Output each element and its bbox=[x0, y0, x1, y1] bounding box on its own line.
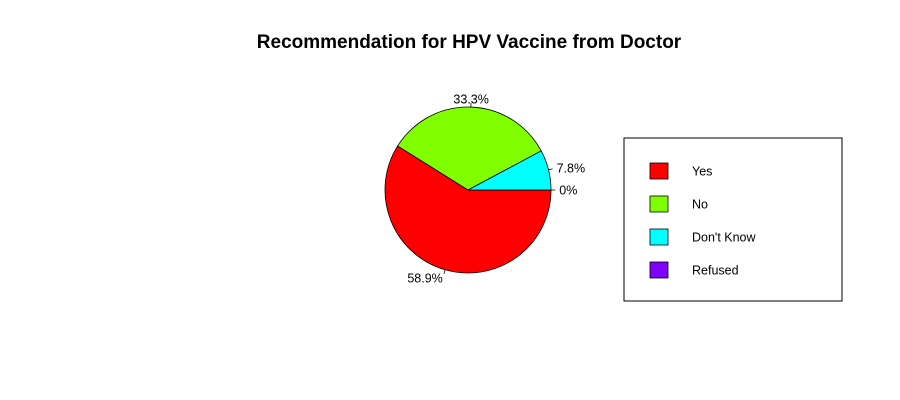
pie-tick-yes bbox=[443, 269, 446, 274]
legend-label-don-t-know: Don't Know bbox=[692, 231, 757, 245]
legend-swatch-no bbox=[649, 195, 669, 213]
legend-label-yes: Yes bbox=[692, 165, 712, 179]
pie-slices bbox=[384, 106, 552, 274]
legend-swatch-don-t-know bbox=[649, 228, 669, 246]
pie-labels: 58.9% 33.3% 7.8% 0% bbox=[407, 92, 585, 285]
pie-tick-don-t-know bbox=[548, 168, 553, 171]
pie-label-no: 33.3% bbox=[453, 92, 488, 106]
pie-label-refused: 0% bbox=[559, 184, 577, 198]
pie-label-yes: 58.9% bbox=[407, 271, 442, 285]
legend: Yes No Don't Know Refused bbox=[623, 137, 843, 302]
legend-swatch-refused bbox=[649, 261, 669, 279]
pie-label-don-t-know: 7.8% bbox=[557, 161, 586, 175]
legend-box bbox=[623, 137, 843, 302]
pie-slice-yes bbox=[384, 145, 552, 274]
chart-title: Recommendation for HPV Vaccine from Doct… bbox=[257, 32, 682, 53]
pie-slice-no bbox=[397, 106, 542, 191]
legend-swatch-yes bbox=[649, 162, 669, 180]
legend-label-no: No bbox=[692, 198, 708, 212]
legend-label-refused: Refused bbox=[692, 264, 739, 278]
